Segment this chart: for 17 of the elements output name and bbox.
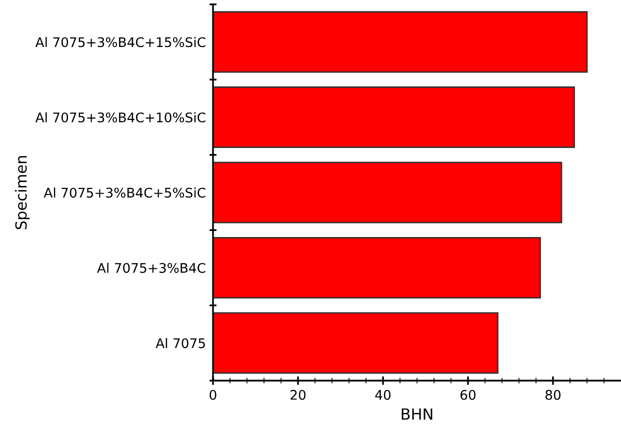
x-tick-label: 60: [460, 390, 476, 400]
y-tick-label: Al 7075: [156, 338, 205, 348]
y-axis-title: Specimen: [14, 156, 30, 230]
y-tick-label: Al 7075+3%B4C+10%SiC: [35, 112, 206, 122]
y-tick-label: Al 7075+3%B4C: [97, 262, 206, 273]
x-tick-label: 0: [210, 390, 216, 400]
y-tick-label: Al 7075+3%B4C+5%SiC: [44, 187, 206, 198]
bar: [213, 162, 562, 224]
x-axis-title: BHN: [402, 408, 432, 420]
bar: [213, 11, 588, 73]
bar: [213, 236, 541, 299]
x-tick-label: 40: [375, 390, 391, 400]
x-tick-label: 80: [546, 390, 561, 400]
x-tick-label: 20: [290, 390, 306, 400]
bar: [213, 312, 498, 374]
bar: [213, 86, 575, 148]
y-tick-label: Al 7075+3%B4C+15%SiC: [35, 36, 206, 48]
